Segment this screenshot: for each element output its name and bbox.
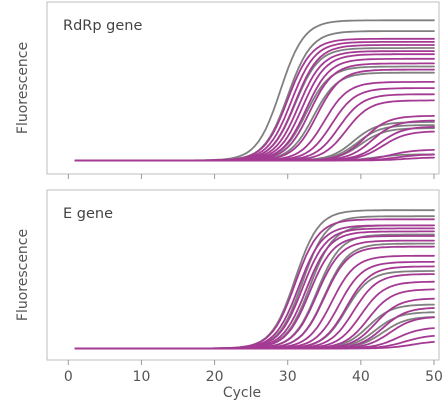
panel-rdrp: RdRp gene Fluorescence bbox=[15, 1, 440, 179]
panel-rdrp-x-ticks bbox=[67, 174, 435, 179]
positive-curve-27 bbox=[74, 341, 435, 350]
positive-curve-27 bbox=[74, 156, 435, 162]
x-tick-label-0: 0 bbox=[64, 369, 73, 385]
panel-egene-x-ticks bbox=[67, 360, 435, 365]
x-tick-label-10: 10 bbox=[133, 369, 151, 385]
panel-egene: E gene Fluorescence bbox=[15, 189, 440, 365]
panel-egene-title: E gene bbox=[63, 206, 113, 222]
x-tick-label-40: 40 bbox=[352, 369, 370, 385]
panel-rdrp-title: RdRp gene bbox=[63, 18, 142, 34]
panel-rdrp-y-axis-label: Fluorescence bbox=[15, 42, 31, 134]
panel-egene-curves bbox=[74, 209, 435, 350]
x-tick-label-30: 30 bbox=[279, 369, 297, 385]
panel-egene-y-axis-label: Fluorescence bbox=[15, 229, 31, 321]
x-axis-label: Cycle bbox=[223, 385, 261, 401]
panel-rdrp-curves bbox=[74, 19, 435, 162]
x-tick-labels: 0 10 20 30 40 50 bbox=[64, 369, 443, 385]
x-tick-label-20: 20 bbox=[206, 369, 224, 385]
x-tick-label-50: 50 bbox=[425, 369, 443, 385]
